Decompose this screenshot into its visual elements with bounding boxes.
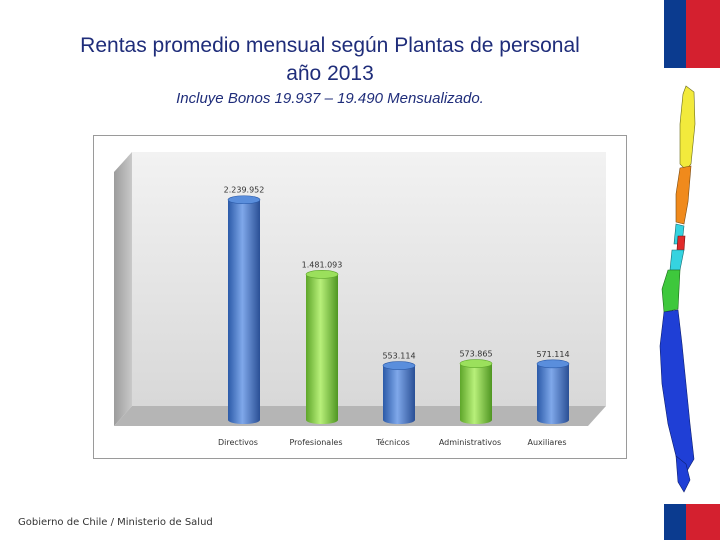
page-subtitle: Incluye Bonos 19.937 – 19.490 Mensualiza…	[176, 90, 484, 107]
value-label: 573.865	[459, 350, 492, 359]
bar-body	[537, 363, 569, 424]
footer-text: Gobierno de Chile / Ministerio de Salud	[18, 517, 213, 528]
bar-administrativos	[459, 359, 493, 424]
bar-top	[459, 359, 493, 368]
page-title: Rentas promedio mensual según Plantas de…	[80, 34, 580, 57]
chart-frame: 2.239.952 Directivos 1.481.093 Profesionale…	[93, 135, 627, 459]
value-label: 571.114	[536, 350, 569, 359]
chart-side-wall	[114, 152, 132, 426]
value-label: 553.114	[382, 352, 415, 361]
bar-top	[382, 361, 416, 370]
category-label: Administrativos	[439, 438, 501, 447]
bar-body	[228, 199, 260, 424]
chart-floor	[114, 406, 606, 426]
category-label: Técnicos	[375, 437, 410, 447]
value-label: 1.481.093	[302, 260, 343, 269]
value-label: 2.239.952	[224, 186, 265, 195]
bar-chart: 2.239.952 Directivos 1.481.093 Profesionale…	[114, 152, 606, 447]
chart-back-wall	[132, 152, 606, 406]
category-label: Auxiliares	[527, 438, 566, 447]
bar-directivos	[227, 195, 261, 424]
bar-top	[305, 270, 339, 279]
bar-body	[460, 363, 492, 424]
bar-top	[227, 195, 261, 205]
category-label: Directivos	[218, 438, 258, 447]
bar-body	[383, 365, 415, 424]
category-label: Profesionales	[290, 438, 343, 447]
bar-profesionales	[305, 270, 339, 424]
bar-técnicos	[382, 361, 416, 424]
chile-flag-stripe-bottom	[664, 504, 720, 540]
bar-auxiliares	[536, 359, 570, 424]
page-title-year: año 2013	[286, 62, 374, 85]
chile-flag-stripe-top	[664, 0, 720, 68]
bar-top	[536, 359, 570, 369]
chile-map-icon	[659, 85, 696, 493]
bar-body	[306, 274, 338, 424]
